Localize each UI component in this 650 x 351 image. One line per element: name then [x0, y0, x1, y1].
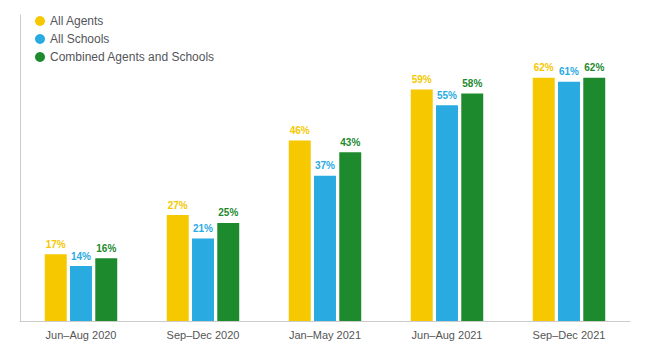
- svg-text:62%: 62%: [534, 62, 554, 73]
- svg-text:Jan–May 2021: Jan–May 2021: [289, 329, 361, 341]
- svg-text:25%: 25%: [218, 207, 238, 218]
- svg-text:Jun–Aug 2020: Jun–Aug 2020: [46, 329, 117, 341]
- svg-text:43%: 43%: [340, 137, 360, 148]
- svg-text:62%: 62%: [584, 62, 604, 73]
- svg-text:21%: 21%: [193, 223, 213, 234]
- svg-text:27%: 27%: [168, 200, 188, 211]
- svg-text:37%: 37%: [315, 160, 335, 171]
- svg-text:55%: 55%: [437, 90, 457, 101]
- svg-text:46%: 46%: [290, 125, 310, 136]
- svg-text:Jun–Aug 2021: Jun–Aug 2021: [412, 329, 483, 341]
- svg-text:58%: 58%: [462, 78, 482, 89]
- svg-text:14%: 14%: [71, 251, 91, 262]
- svg-text:17%: 17%: [46, 239, 66, 250]
- svg-text:16%: 16%: [96, 243, 116, 254]
- svg-text:Combined Agents and Schools: Combined Agents and Schools: [50, 50, 214, 64]
- svg-text:61%: 61%: [559, 66, 579, 77]
- svg-text:All Agents: All Agents: [50, 14, 103, 28]
- svg-text:Sep–Dec 2021: Sep–Dec 2021: [533, 329, 606, 341]
- svg-text:59%: 59%: [412, 74, 432, 85]
- svg-text:All Schools: All Schools: [50, 32, 109, 46]
- svg-text:Sep–Dec 2020: Sep–Dec 2020: [167, 329, 240, 341]
